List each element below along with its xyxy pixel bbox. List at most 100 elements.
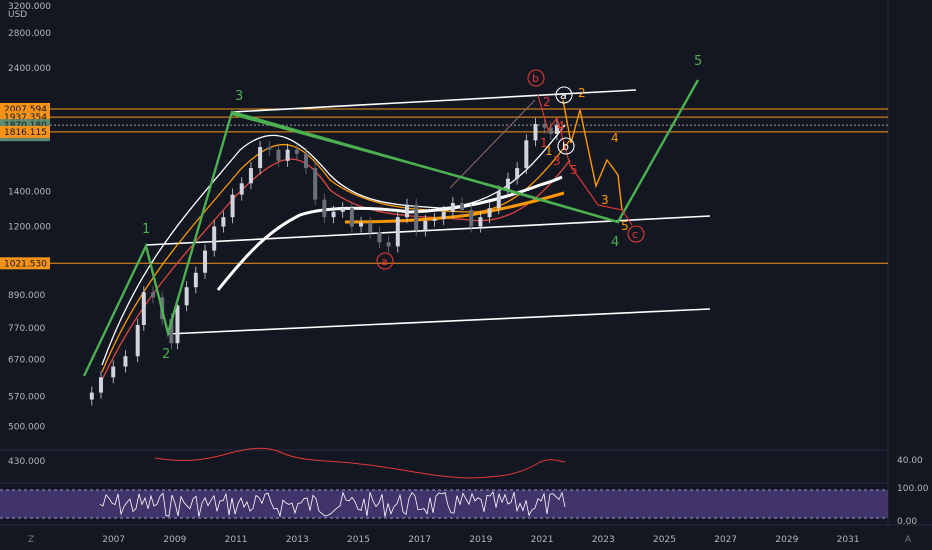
horizontal-levels: [50, 108, 888, 264]
candle-body: [304, 153, 308, 169]
candle-body: [322, 199, 327, 218]
indicator1-line: [154, 447, 566, 479]
red-wave-label-4: 4: [557, 119, 565, 133]
moving-average-white-thick: [216, 175, 563, 291]
green-wedge-line-2[interactable]: [507, 188, 619, 224]
price-tick-6: 670.000: [8, 356, 45, 366]
candle-body: [487, 208, 492, 218]
green-wave-label-5: 5: [694, 54, 702, 69]
indicator2-tick-0: 0.00: [897, 517, 917, 527]
red-circle-c: [627, 225, 645, 243]
price-tick-1: 2400.000: [8, 64, 51, 74]
currency-label: USD: [8, 10, 27, 20]
red-wave-label-5: 5: [570, 163, 578, 177]
price-tick-2: 1400.000: [8, 187, 51, 197]
red-wave-label-1: 1: [540, 136, 548, 150]
candle-body: [496, 191, 501, 209]
red-letter-c: c: [632, 228, 638, 241]
candle-body: [212, 226, 217, 251]
candle-body: [221, 217, 226, 227]
price-badge-bg: [0, 257, 50, 270]
candle-body: [432, 219, 437, 221]
white-circled-labels: a b: [555, 86, 575, 155]
time-label-5: 2017: [408, 535, 431, 545]
orange-wave-label-1: 1: [545, 144, 553, 158]
red-wave-labels: 1 2 3 4 5: [540, 95, 578, 177]
white-circle-b: [557, 137, 575, 155]
upper-channel-line[interactable]: [231, 89, 637, 113]
candle-body: [515, 168, 520, 179]
red-wave-label-2: 2: [543, 95, 551, 109]
candle-body: [478, 217, 483, 227]
price-badge-label: 1021.530: [4, 259, 47, 269]
candle-body: [111, 366, 116, 378]
red-wave-line[interactable]: [537, 94, 633, 226]
candle-body: [359, 222, 364, 227]
brown-trend-line: [449, 99, 536, 189]
red-circle-b: [527, 69, 545, 87]
time-label-7: 2021: [531, 535, 554, 545]
moving-average-orange: [101, 139, 571, 373]
red-wave-label-3: 3: [553, 154, 561, 168]
time-label-4: 2015: [347, 535, 370, 545]
candle-body: [368, 222, 373, 233]
time-label-9: 2025: [653, 535, 676, 545]
candle-body: [285, 149, 290, 161]
candle-body: [349, 208, 354, 227]
candle-body: [377, 232, 382, 243]
candle-body: [548, 127, 553, 134]
candle-body: [441, 211, 446, 220]
green-wave-label-1: 1: [142, 222, 150, 237]
red-circle-a: [376, 252, 394, 270]
candle-body: [248, 168, 253, 184]
red-letter-a: a: [381, 255, 388, 268]
price-badge-label: 2007.594: [4, 105, 47, 115]
candle-body: [340, 208, 345, 212]
orange-wave-label-2: 2: [578, 86, 586, 100]
indicator2-tick-100: 100.00: [897, 484, 929, 494]
time-label-0: 2007: [102, 535, 125, 545]
price-tick-0: 2800.000: [8, 29, 51, 39]
auto-scale-toggle[interactable]: A: [905, 535, 912, 545]
candle-body: [294, 149, 299, 154]
time-label-2: 2011: [225, 535, 248, 545]
candle-body: [554, 125, 559, 134]
orange-wave-label-5: 5: [621, 219, 629, 233]
time-label-6: 2019: [469, 535, 492, 545]
candle-body: [169, 319, 174, 344]
log-scale-toggle[interactable]: Z: [28, 535, 34, 545]
candle-body: [151, 292, 155, 298]
orange-wave-projection[interactable]: [562, 99, 623, 211]
white-letter-a: a: [560, 89, 567, 102]
candle-body: [423, 220, 428, 231]
lower-channel-line[interactable]: [167, 308, 711, 335]
price-tick-8: 500.000: [8, 422, 45, 432]
time-label-8: 2023: [592, 535, 615, 545]
white-letter-b: b: [562, 140, 569, 153]
candle-body: [135, 324, 140, 357]
candle-body: [239, 183, 244, 195]
price-scale: 2800.000 2400.000 1400.000 1200.000 890.000 7…: [8, 29, 51, 467]
green-wave-label-2: 2: [162, 347, 170, 362]
orange-wave-label-3: 3: [601, 193, 609, 207]
green-wave-line[interactable]: [82, 79, 700, 377]
red-letter-b: b: [532, 72, 539, 85]
time-axis: 2007 2009 2011 2013 2015 2017 2019 2021 2023 2025…: [102, 535, 859, 545]
time-label-11: 2029: [775, 535, 798, 545]
candle-body: [505, 178, 510, 192]
orange-wave-labels: 1 2 3 4 5: [545, 86, 629, 233]
time-label-12: 2031: [837, 535, 860, 545]
candle-body: [184, 287, 189, 306]
price-badge-bg: [0, 125, 50, 138]
indicator2-band: [0, 490, 888, 518]
time-label-10: 2027: [714, 535, 737, 545]
candle-body: [276, 149, 281, 161]
green-wave-label-3: 3: [235, 89, 243, 104]
candle-body: [386, 242, 391, 247]
candle-body: [123, 356, 128, 367]
candle-body: [258, 146, 263, 169]
green-wedge-line[interactable]: [231, 112, 509, 192]
price-badge-3: 1816.115: [0, 125, 50, 138]
price-tick-4: 890.000: [8, 291, 45, 301]
